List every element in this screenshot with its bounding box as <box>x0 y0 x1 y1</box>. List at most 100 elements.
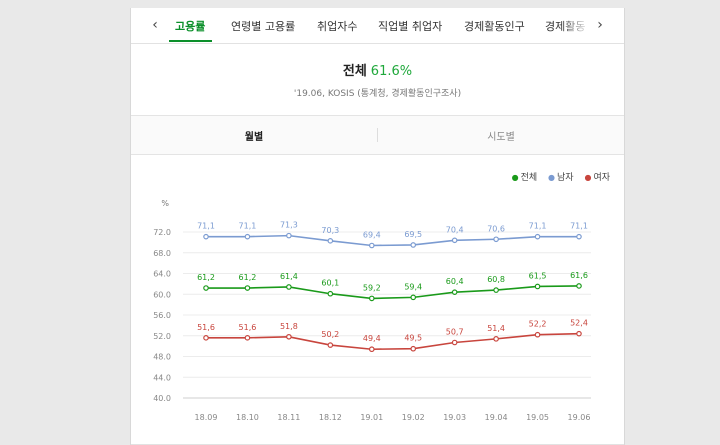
data-point <box>534 331 541 338</box>
data-label: 69,4 <box>363 230 381 239</box>
summary-rate: 61.6% <box>370 64 413 79</box>
data-label: 61,6 <box>570 271 588 280</box>
data-point <box>493 336 499 342</box>
data-point <box>451 339 458 346</box>
y-tick-label: 68.0 <box>153 249 171 258</box>
data-point <box>203 335 209 341</box>
data-point <box>451 237 458 244</box>
data-label: 71,1 <box>570 222 588 231</box>
category-tab-bar: ‹ 고용률 연령별 고용률 취업자수 직업별 취업자 경제활동인구 경제활동 › <box>131 8 624 44</box>
data-label: 61,2 <box>239 273 257 282</box>
active-tab-underline <box>169 40 212 42</box>
data-label: 70,3 <box>321 226 339 235</box>
x-tick-label: 19.03 <box>443 413 466 422</box>
y-tick-label: 40.0 <box>153 394 171 403</box>
data-label: 51,8 <box>280 322 298 331</box>
data-point <box>327 238 334 244</box>
line-chart: % 40.0 44.0 48.0 52.0 56.0 60.0 64.0 68.0 72.0 18.… <box>153 199 591 422</box>
data-point <box>203 233 209 240</box>
tab-monthly[interactable]: 월별 <box>244 132 264 143</box>
data-label: 51,4 <box>487 324 505 333</box>
data-label: 71,1 <box>529 222 547 231</box>
legend-item-female: ● 여자 <box>584 173 610 183</box>
data-point <box>368 295 375 302</box>
data-label: 71,1 <box>239 222 257 231</box>
data-point <box>244 285 251 291</box>
data-label: 49,4 <box>363 334 381 343</box>
data-point <box>368 346 375 353</box>
legend-item-total: ● 전체 <box>511 173 538 183</box>
y-tick-label: 44.0 <box>153 373 171 382</box>
summary-label: 전체 <box>342 64 367 79</box>
y-tick-label: 72.0 <box>153 228 171 237</box>
data-source: '19.06, KOSIS (통계청, 경제활동인구조사) <box>293 89 462 99</box>
data-point <box>244 233 251 240</box>
chevron-left-icon[interactable]: ‹ <box>146 13 164 37</box>
data-label: 52,4 <box>570 319 588 328</box>
series-line <box>206 285 580 300</box>
employment-card: ‹ 고용률 연령별 고용률 취업자수 직업별 취업자 경제활동인구 경제활동 ›… <box>130 8 625 445</box>
view-tab-bar: 월별 시도별 <box>131 115 624 155</box>
data-label: 61,5 <box>529 271 547 280</box>
data-point <box>368 242 375 249</box>
tab-employment-rate-by-age[interactable]: 연령별 고용률 <box>231 20 296 33</box>
y-tick-label: 56.0 <box>153 311 171 320</box>
data-point <box>493 287 499 293</box>
x-tick-label: 18.10 <box>236 413 259 422</box>
tab-economically-active-population[interactable]: 경제활동인구 <box>464 20 525 33</box>
tab-employed-by-occupation[interactable]: 직업별 취업자 <box>378 20 443 33</box>
data-point <box>576 233 582 240</box>
legend-dot-icon: ● <box>511 173 519 182</box>
data-label: 50,2 <box>321 330 339 339</box>
y-unit-label: % <box>161 199 169 208</box>
data-label: 61,4 <box>280 272 298 281</box>
data-label: 60,1 <box>321 279 339 288</box>
data-label: 50,7 <box>446 327 464 336</box>
data-label: 69,5 <box>404 230 422 239</box>
y-tick-label: 60.0 <box>153 290 171 299</box>
x-tick-label: 19.02 <box>402 413 425 422</box>
data-point <box>203 285 209 291</box>
data-label: 60,8 <box>487 275 505 284</box>
tab-employed-persons[interactable]: 취업자수 <box>317 20 358 33</box>
x-tick-label: 19.06 <box>568 413 591 422</box>
tab-by-region[interactable]: 시도별 <box>487 132 515 143</box>
data-point <box>534 283 541 290</box>
data-label: 51,6 <box>239 323 257 332</box>
x-tick-label: 19.05 <box>526 413 549 422</box>
y-tick-label: 48.0 <box>153 353 171 362</box>
chevron-right-icon[interactable]: › <box>591 13 609 37</box>
data-label: 71,1 <box>197 222 215 231</box>
data-point <box>410 294 417 301</box>
data-point <box>327 342 334 348</box>
data-label: 71,3 <box>280 221 298 230</box>
x-tick-label: 18.11 <box>277 413 300 422</box>
chart-legend: ● 전체 ● 남자 ● 여자 <box>504 170 610 183</box>
tab-employment-rate[interactable]: 고용률 <box>175 20 206 33</box>
data-point <box>410 345 417 352</box>
legend-dot-icon: ● <box>548 173 556 182</box>
x-tick-label: 19.01 <box>360 413 383 422</box>
data-point <box>534 233 541 240</box>
data-label: 52,2 <box>529 320 547 329</box>
x-tick-label: 19.04 <box>485 413 508 422</box>
data-point <box>576 283 582 289</box>
data-point <box>410 242 417 248</box>
data-point <box>451 289 458 295</box>
data-point <box>493 236 499 243</box>
data-label: 70,4 <box>446 225 464 234</box>
legend-dot-icon: ● <box>584 173 592 182</box>
series-line <box>206 234 579 247</box>
legend-item-male: ● 남자 <box>548 173 574 183</box>
data-label: 51,6 <box>197 323 215 332</box>
data-point <box>286 284 292 290</box>
x-tick-label: 18.12 <box>319 413 342 422</box>
data-label: 60,4 <box>446 277 464 286</box>
data-point <box>244 335 251 341</box>
data-point <box>576 330 582 337</box>
data-label: 70,6 <box>487 224 505 233</box>
data-point <box>286 232 292 239</box>
data-label: 59,2 <box>363 283 381 292</box>
series-line <box>206 332 580 351</box>
y-tick-label: 52.0 <box>153 332 171 341</box>
